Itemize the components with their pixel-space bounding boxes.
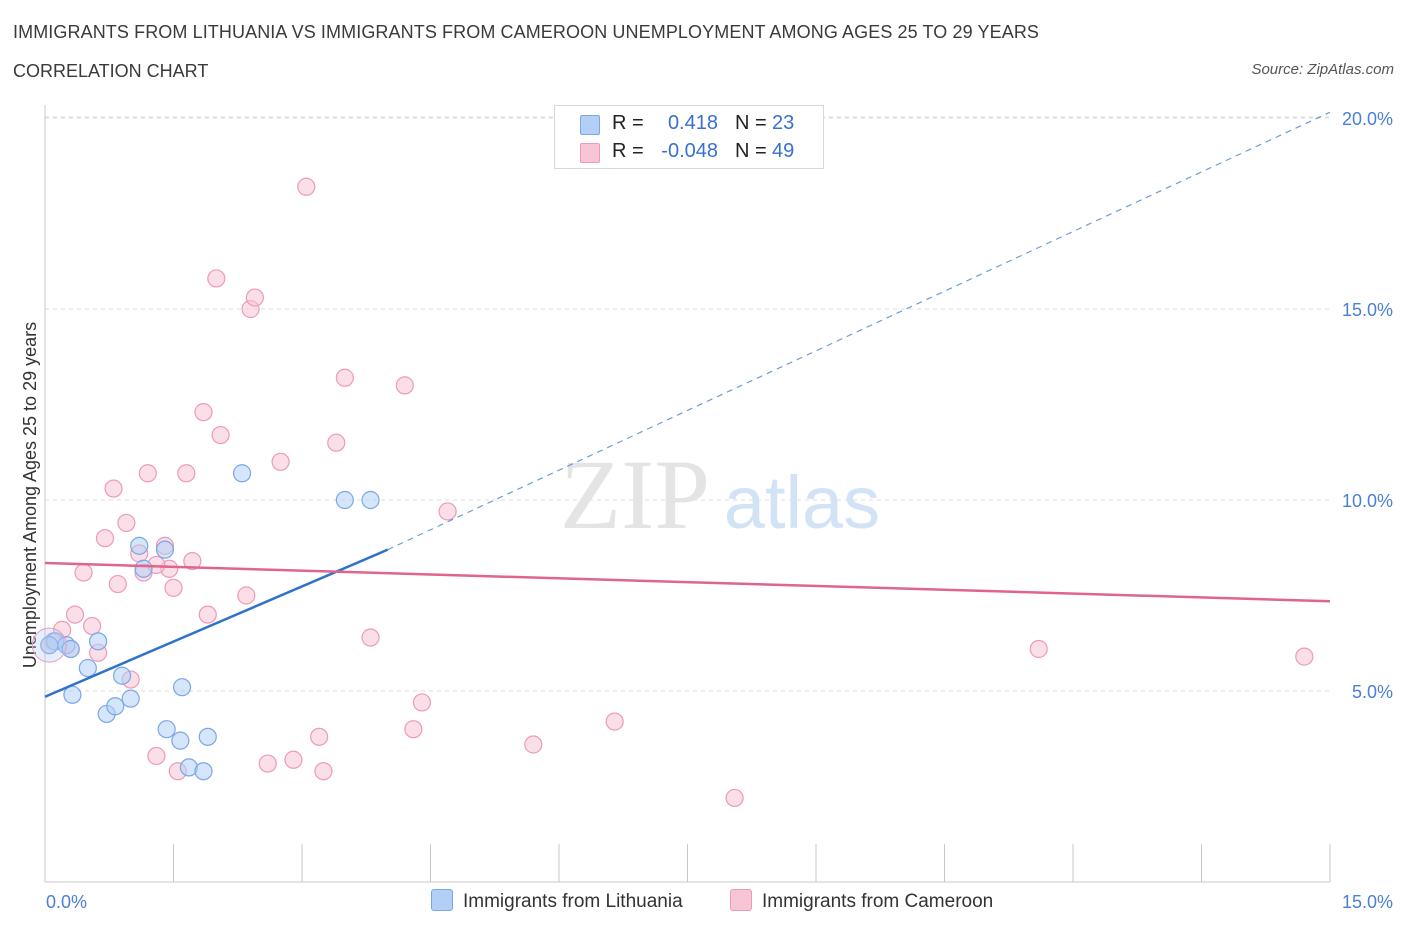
cameroon-point — [284, 750, 303, 769]
cameroon-point — [104, 479, 123, 498]
chart-title: IMMIGRANTS FROM LITHUANIA VS IMMIGRANTS … — [13, 22, 1040, 42]
x-tick-label: 0.0% — [46, 892, 87, 912]
lithuania-point — [89, 632, 108, 651]
legend-n-label: N = — [735, 112, 767, 134]
cameroon-point — [395, 376, 414, 395]
lithuania-point — [172, 678, 192, 697]
legend-r-value: -0.048 — [661, 140, 718, 162]
cameroon-point — [198, 605, 217, 624]
cameroon-point — [138, 464, 157, 483]
cameroon-point — [1295, 647, 1314, 666]
cameroon-legend-label: Immigrants from Cameroon — [762, 891, 994, 912]
lithuania-point — [112, 666, 132, 685]
source-credit: Source: ZipAtlas.com — [1251, 61, 1394, 78]
legend-n-value: 49 — [772, 140, 795, 162]
cameroon-point — [207, 269, 226, 288]
bottom-legend-lithuania: Immigrants from Lithuania — [431, 889, 683, 913]
lithuania-point — [40, 636, 59, 655]
lithuania-swatch — [580, 115, 600, 135]
lithuania-legend-label: Immigrants from Lithuania — [463, 891, 683, 912]
watermark-zip: ZIP — [560, 439, 710, 550]
legend-n-value: 23 — [772, 112, 795, 134]
cameroon-point — [83, 616, 102, 636]
correlation-legend: R = 0.418 N = 23 R = -0.048 N = 49 — [554, 105, 824, 169]
lithuania-point — [194, 762, 213, 781]
cameroon-point — [297, 177, 316, 196]
legend-r-label: R = — [612, 140, 644, 162]
cameroon-point — [725, 788, 744, 808]
lithuania-point — [78, 658, 97, 678]
cameroon-point — [74, 563, 93, 582]
cameroon-point — [524, 735, 543, 754]
cameroon-point — [1029, 639, 1048, 659]
lithuania-point — [134, 559, 153, 578]
lithuania-trend-extension — [387, 111, 1331, 551]
y-tick-label: 15.0% — [1342, 300, 1393, 320]
cameroon-point — [237, 586, 256, 605]
cameroon-point — [211, 425, 230, 445]
lithuania-point — [106, 697, 125, 716]
cameroon-point — [404, 720, 423, 739]
legend-n-label: N = — [735, 140, 767, 162]
cameroon-point — [335, 368, 354, 387]
cameroon-point — [605, 712, 624, 731]
watermark-atlas: atlas — [724, 461, 880, 544]
legend-r-label: R = — [612, 112, 644, 134]
cameroon-point — [314, 762, 333, 781]
lithuania-point — [130, 536, 149, 555]
cameroon-point — [361, 628, 380, 647]
y-tick-label: 10.0% — [1342, 491, 1393, 511]
lithuania-point — [121, 689, 140, 708]
legend-r-value: 0.418 — [667, 112, 718, 134]
lithuania-point — [335, 490, 354, 510]
lithuania-point — [157, 720, 176, 739]
cameroon-legend-swatch — [730, 889, 752, 911]
cameroon-point — [327, 433, 346, 452]
lithuania-legend-swatch — [431, 889, 453, 911]
lithuania-point — [232, 464, 252, 483]
cluster-point — [31, 627, 67, 663]
lithuania-point — [171, 731, 190, 750]
cameroon-point — [271, 452, 290, 471]
cameroon-point — [177, 464, 196, 483]
lithuania-point — [361, 490, 380, 510]
cameroon-point — [245, 288, 264, 307]
cameroon-point — [147, 746, 166, 766]
lithuania-point — [155, 540, 175, 559]
y-tick-label: 20.0% — [1342, 109, 1393, 129]
cameroon-swatch — [580, 143, 600, 163]
cameroon-point — [310, 727, 329, 746]
cameroon-point — [65, 605, 85, 624]
cameroon-point — [117, 513, 136, 533]
x-tick-label: 15.0% — [1342, 892, 1393, 912]
cameroon-point — [194, 403, 213, 422]
cameroon-point — [95, 529, 115, 548]
y-tick-label: 5.0% — [1352, 682, 1393, 702]
chart-subtitle: CORRELATION CHART — [13, 61, 209, 81]
cameroon-point — [438, 502, 457, 521]
cameroon-point — [258, 754, 277, 773]
cameroon-point — [164, 578, 183, 597]
y-axis-label: Unemployment Among Ages 25 to 29 years — [20, 322, 40, 668]
lithuania-point — [198, 727, 217, 746]
bottom-legend-cameroon: Immigrants from Cameroon — [730, 889, 993, 913]
lithuania-trend-line — [44, 548, 389, 698]
cameroon-point — [108, 574, 127, 594]
cameroon-point — [412, 693, 432, 712]
cameroon-trend-line — [44, 561, 1331, 603]
cameroon-point — [183, 552, 202, 571]
